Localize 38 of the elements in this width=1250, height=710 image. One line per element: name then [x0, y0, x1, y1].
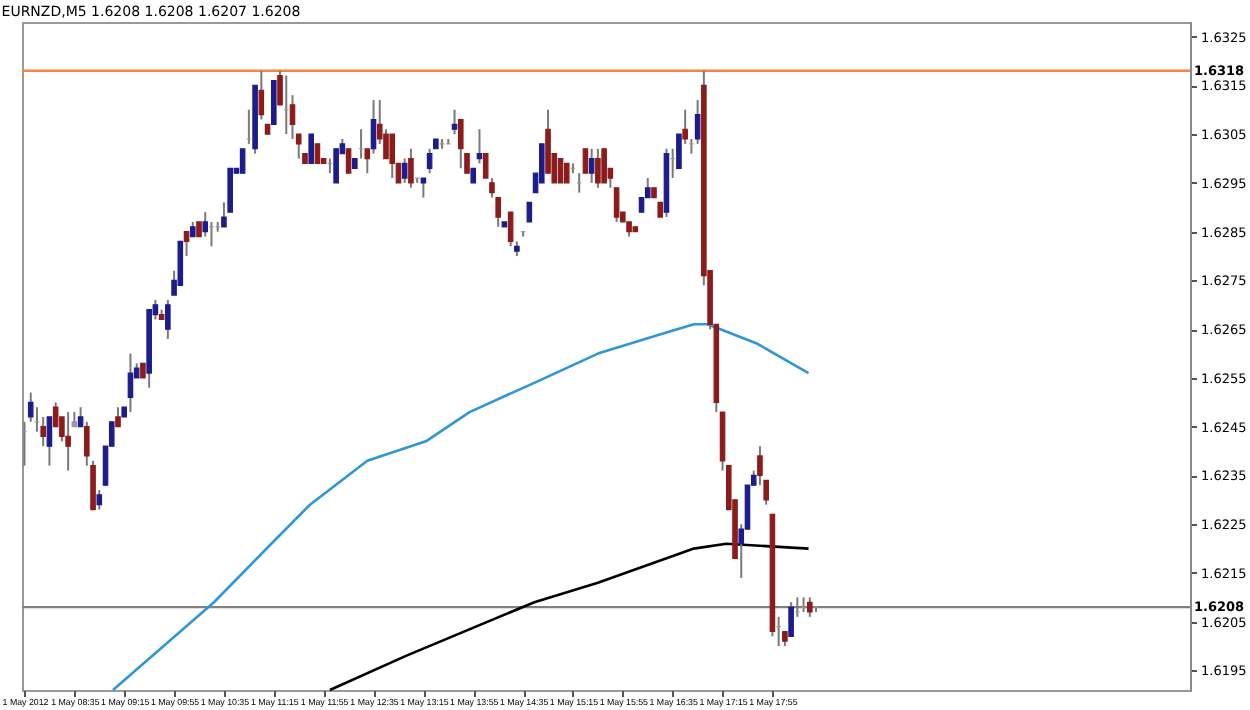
- candlestick: [308, 133, 314, 164]
- candlestick: [165, 298, 171, 340]
- candlestick: [464, 153, 470, 174]
- candlestick: [333, 147, 339, 184]
- candlestick: [482, 153, 489, 179]
- candlestick: [46, 415, 53, 467]
- candlestick: [420, 177, 427, 199]
- candlestick: [457, 118, 464, 170]
- candlestick: [271, 79, 277, 125]
- candlestick: [345, 147, 352, 175]
- candlestick: [582, 147, 589, 175]
- candlestick: [65, 411, 71, 472]
- line-series: [328, 542, 810, 692]
- line-series: [111, 323, 810, 692]
- candlestick: [202, 211, 209, 238]
- candlestick: [239, 147, 246, 175]
- candlestick: [426, 147, 433, 175]
- candlestick: [127, 352, 134, 414]
- candlestick: [601, 147, 607, 184]
- candlestick: [451, 108, 458, 136]
- candlestick: [676, 133, 682, 169]
- candlestick: [401, 157, 408, 184]
- candlestick: [526, 201, 533, 223]
- candlestick: [563, 162, 570, 184]
- candlestick: [389, 133, 396, 180]
- candlestick: [557, 157, 564, 184]
- candlestick: [227, 167, 233, 213]
- candlestick: [588, 147, 595, 184]
- candlestick: [40, 415, 46, 448]
- candlestick: [258, 69, 265, 121]
- candlestick: [96, 489, 103, 511]
- candlestick: [314, 143, 321, 164]
- candlestick: [613, 186, 620, 223]
- candlestick: [115, 406, 121, 428]
- candlestick: [183, 230, 190, 258]
- candlestick: [476, 128, 483, 165]
- candlestick: [408, 147, 414, 189]
- candlestick: [595, 147, 601, 189]
